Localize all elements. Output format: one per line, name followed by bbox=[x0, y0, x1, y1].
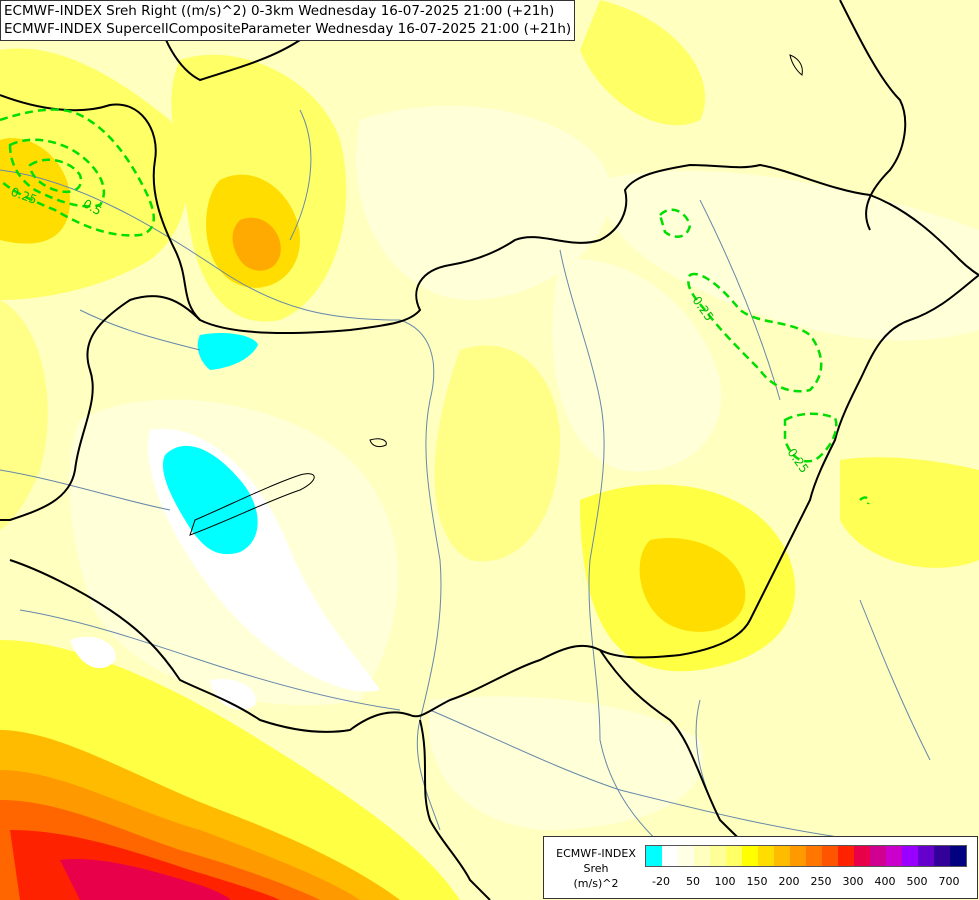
legend-title-param: Sreh bbox=[583, 862, 609, 875]
legend-swatch bbox=[662, 846, 678, 866]
legend-tick-label: 700 bbox=[938, 875, 960, 888]
legend-swatch bbox=[646, 846, 662, 866]
legend-swatch bbox=[934, 846, 950, 866]
legend-color-bar bbox=[645, 845, 967, 867]
legend-tick-label: 250 bbox=[810, 875, 832, 888]
legend-tick-label: 500 bbox=[906, 875, 928, 888]
legend-swatch bbox=[790, 846, 806, 866]
legend-swatch bbox=[854, 846, 870, 866]
legend-swatch bbox=[758, 846, 774, 866]
legend-tick-labels: -20 50 100 150 200 250 300 400 500 700 bbox=[645, 875, 975, 889]
legend-swatch bbox=[950, 846, 966, 866]
legend-swatch bbox=[774, 846, 790, 866]
title-line-sreh: ECMWF-INDEX Sreh Right ((m/s)^2) 0-3km W… bbox=[4, 3, 555, 19]
legend-tick-label: 200 bbox=[778, 875, 800, 888]
legend-tick-label: 50 bbox=[686, 875, 700, 888]
legend-tick-label: -20 bbox=[652, 875, 670, 888]
legend-tick-label: 400 bbox=[874, 875, 896, 888]
title-line-scp: ECMWF-INDEX SupercellCompositeParameter … bbox=[4, 21, 572, 37]
legend-title-model: ECMWF-INDEX bbox=[556, 847, 636, 860]
legend-swatch bbox=[806, 846, 822, 866]
legend-swatch bbox=[694, 846, 710, 866]
legend-tick-label: 150 bbox=[746, 875, 768, 888]
map-title-box: ECMWF-INDEX Sreh Right ((m/s)^2) 0-3km W… bbox=[0, 0, 576, 41]
legend-swatch bbox=[870, 846, 886, 866]
legend-tick-label: 100 bbox=[714, 875, 736, 888]
color-legend: ECMWF-INDEX Sreh (m/s)^2 -20 50 100 150 200 2… bbox=[543, 836, 978, 899]
legend-swatch bbox=[822, 846, 838, 866]
legend-swatch bbox=[918, 846, 934, 866]
legend-tick-label: 300 bbox=[842, 875, 864, 888]
legend-swatch bbox=[710, 846, 726, 866]
legend-swatch bbox=[678, 846, 694, 866]
legend-title-unit: (m/s)^2 bbox=[573, 877, 619, 890]
legend-title: ECMWF-INDEX Sreh (m/s)^2 bbox=[548, 846, 644, 891]
legend-swatch bbox=[838, 846, 854, 866]
legend-swatch bbox=[726, 846, 742, 866]
legend-swatch bbox=[886, 846, 902, 866]
legend-swatch bbox=[902, 846, 918, 866]
legend-swatch bbox=[742, 846, 758, 866]
